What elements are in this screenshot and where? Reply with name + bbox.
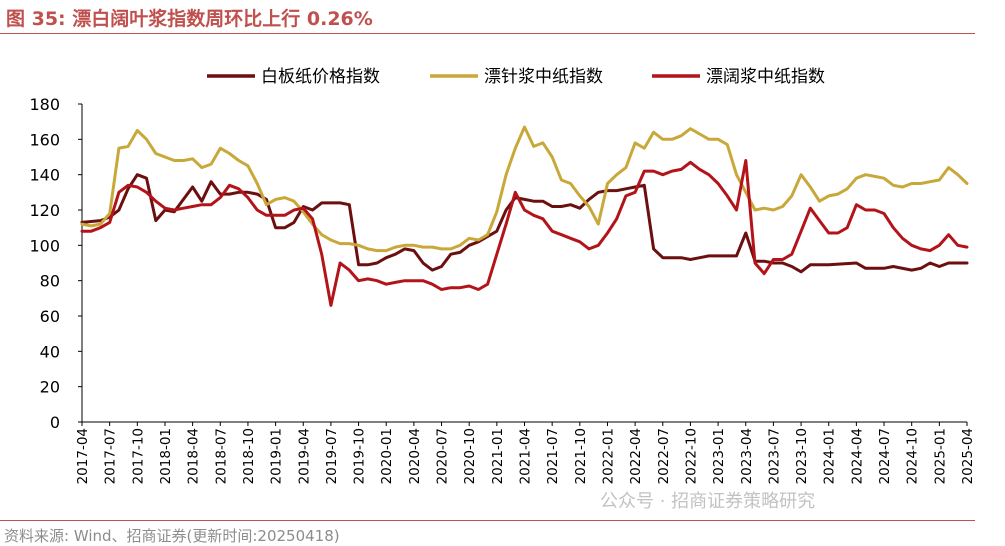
x-tick-label: 2024-04	[849, 428, 865, 484]
y-tick-label: 160	[29, 130, 60, 149]
x-tick-label: 2022-10	[683, 428, 699, 484]
source-divider	[0, 520, 975, 521]
x-tick-label: 2024-07	[877, 428, 893, 484]
chart-axes: 0 20 40 60 80 100 120 140 160 180 2017-04 2017-07 20…	[29, 95, 976, 484]
x-tick-label: 2017-07	[103, 428, 119, 484]
x-tick-label: 2021-01	[490, 428, 506, 484]
x-tick-label: 2022-01	[600, 428, 616, 484]
y-tick-label: 180	[29, 95, 60, 114]
x-tick-label: 2020-10	[462, 428, 478, 484]
x-tick-label: 2024-10	[905, 428, 921, 484]
x-tick-label: 2018-04	[186, 428, 202, 484]
legend-label-1: 白板纸价格指数	[261, 67, 380, 87]
y-tick-label: 120	[29, 201, 60, 220]
x-tick-label: 2022-04	[628, 428, 644, 484]
x-tick-label: 2025-04	[960, 428, 976, 484]
x-tick-label: 2023-10	[794, 428, 810, 484]
y-tick-label: 40	[40, 342, 60, 361]
chart-legend: 白板纸价格指数 漂针浆中纸指数 漂阔浆中纸指数	[207, 67, 825, 87]
x-tick-label: 2023-01	[711, 428, 727, 484]
watermark: 公众号 · 招商证券策略研究	[600, 491, 816, 512]
y-tick-label: 100	[29, 236, 60, 255]
x-tick-label: 2023-04	[739, 428, 755, 484]
y-tick-label: 80	[40, 272, 60, 291]
legend-label-3: 漂阔浆中纸指数	[706, 67, 825, 87]
x-tick-label: 2019-10	[352, 428, 368, 484]
series-line-3	[80, 159, 969, 307]
x-tick-label: 2019-04	[296, 428, 312, 484]
y-tick-label: 140	[29, 166, 60, 185]
title-divider	[0, 33, 975, 34]
y-tick-label: 0	[50, 413, 60, 432]
x-tick-label: 2021-07	[545, 428, 561, 484]
x-tick-label: 2023-07	[766, 428, 782, 484]
y-tick-label: 20	[40, 378, 60, 397]
legend-label-2: 漂针浆中纸指数	[484, 67, 603, 87]
x-tick-label: 2020-01	[379, 428, 395, 484]
x-tick-label: 2025-01	[932, 428, 948, 484]
x-tick-label: 2019-01	[269, 428, 285, 484]
series-line-2	[80, 125, 969, 253]
x-tick-label: 2018-01	[158, 428, 174, 484]
x-tick-label: 2018-10	[241, 428, 257, 484]
x-tick-label: 2020-07	[435, 428, 451, 484]
x-tick-label: 2022-07	[656, 428, 672, 484]
x-tick-label: 2017-04	[75, 428, 91, 484]
x-tick-label: 2021-10	[573, 428, 589, 484]
source-note: 资料来源: Wind、招商证券(更新时间:20250418)	[4, 527, 340, 545]
chart-series-lines	[80, 125, 969, 307]
x-tick-label: 2021-04	[518, 428, 534, 484]
series-line-1	[80, 173, 969, 274]
x-tick-label: 2017-10	[130, 428, 146, 484]
x-tick-label: 2024-01	[822, 428, 838, 484]
figure-title: 图 35: 漂白阔叶浆指数周环比上行 0.26%	[6, 8, 373, 30]
x-tick-label: 2020-04	[407, 428, 423, 484]
x-tick-label: 2018-07	[213, 428, 229, 484]
y-tick-label: 60	[40, 307, 60, 326]
x-tick-label: 2019-07	[324, 428, 340, 484]
